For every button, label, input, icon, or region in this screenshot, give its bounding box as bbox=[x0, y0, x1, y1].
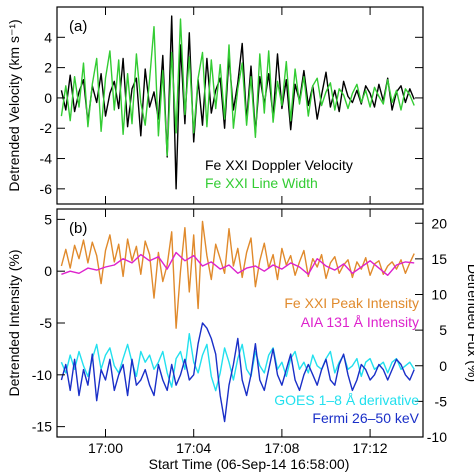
y-tick-label: -15 bbox=[32, 419, 52, 435]
plot-frame bbox=[56, 6, 424, 205]
series-line-2 bbox=[60, 333, 415, 392]
legend-entry: Fe XXI Peak Intensity bbox=[284, 295, 419, 311]
series-line-1 bbox=[61, 251, 415, 276]
legend-entry: AIA 131 Å Intensity bbox=[301, 314, 419, 330]
series-lines bbox=[60, 220, 415, 423]
y-tick-label: 2 bbox=[44, 60, 52, 76]
y-axis-label: Detrended Intensity (%) bbox=[6, 249, 22, 396]
y-tick-label-right: 5 bbox=[439, 322, 447, 338]
panel-label: (b) bbox=[69, 220, 87, 237]
x-tick-label: 17:00 bbox=[88, 440, 123, 456]
y-axis-label: Detrended Velocity (km s⁻¹) bbox=[6, 19, 22, 191]
panel-b: -15 -10 -5 0 5 -10 -5 0 5 10 15 20 Detrended Fux (%)… bbox=[6, 208, 474, 456]
x-tick-label: 17:04 bbox=[176, 440, 211, 456]
y-tick-label-right: -5 bbox=[435, 393, 448, 409]
y-tick-label: 0 bbox=[44, 263, 52, 279]
y-tick-label: -10 bbox=[32, 367, 52, 383]
y-tick-label-right: 15 bbox=[431, 251, 447, 267]
series-line-0 bbox=[60, 220, 415, 329]
panel-a: -6 -4 -2 0 2 4 Detrended Velocity (km s⁻¹) (a) F… bbox=[6, 6, 424, 205]
y-tick-label: -4 bbox=[40, 151, 53, 167]
y-tick-label: -6 bbox=[40, 181, 53, 197]
y-tick-label-right: -10 bbox=[427, 429, 447, 445]
y-axis-label-right: Detrended Fux (%) bbox=[465, 264, 474, 382]
x-tick-label: 17:08 bbox=[264, 440, 299, 456]
legend-entry: Fermi 26–50 keV bbox=[312, 410, 419, 426]
legend-entry: GOES 1–8 Å derivative bbox=[274, 392, 419, 408]
y-tick-label: 4 bbox=[44, 29, 52, 45]
x-axis-label: Start Time (06-Sep-14 16:58:00) bbox=[149, 456, 350, 472]
legend-entry: Fe XXI Line Width bbox=[205, 175, 318, 191]
y-tick-label: 0 bbox=[44, 90, 52, 106]
y-tick-label-right: 20 bbox=[431, 215, 447, 231]
y-tick-label-right: 0 bbox=[439, 358, 447, 374]
y-tick-label: -5 bbox=[40, 315, 53, 331]
series-line-3 bbox=[60, 322, 415, 423]
panel-label: (a) bbox=[69, 18, 87, 35]
y-tick-label: 5 bbox=[44, 211, 52, 227]
legend-entry: Fe XXI Doppler Velocity bbox=[205, 157, 353, 173]
series-lines bbox=[60, 15, 415, 190]
x-tick-label: 17:12 bbox=[353, 440, 388, 456]
y-tick-label: -2 bbox=[40, 120, 53, 136]
y-tick-label-right: 10 bbox=[431, 287, 447, 303]
series-line-1 bbox=[60, 18, 415, 157]
